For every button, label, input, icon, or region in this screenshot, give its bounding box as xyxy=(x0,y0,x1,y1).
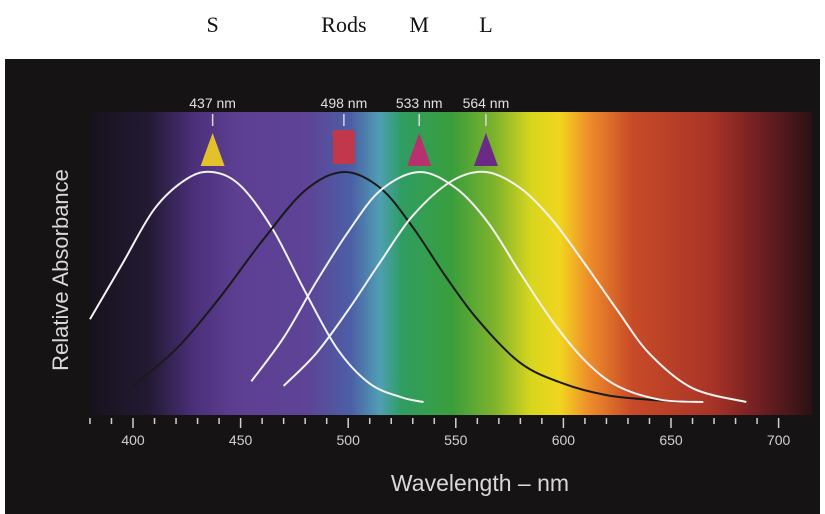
cone-label-s: S xyxy=(206,12,219,37)
peak-marker-437 xyxy=(200,133,225,166)
cone-label-m: M xyxy=(409,12,429,37)
x-tick-label: 400 xyxy=(121,432,145,448)
y-axis-label: Relative Absorbance xyxy=(48,169,73,371)
absorbance-curve-498 xyxy=(132,170,693,403)
x-axis-label: Wavelength – nm xyxy=(391,470,569,496)
cone-label-l: L xyxy=(479,12,493,37)
cone-label-rods: Rods xyxy=(321,12,367,37)
x-tick-label: 700 xyxy=(767,432,791,448)
peak-label-533: 533 nm xyxy=(396,95,443,111)
peak-label-564: 564 nm xyxy=(463,95,510,111)
absorbance-curve-437 xyxy=(89,170,424,403)
x-tick-label: 650 xyxy=(659,432,683,448)
x-tick-label: 600 xyxy=(552,432,576,448)
peak-marker-564 xyxy=(473,133,498,166)
x-axis: 400 450 500 550 600 650 700 xyxy=(89,418,791,448)
absorbance-curve-533 xyxy=(250,170,704,403)
peak-marker-533 xyxy=(407,133,432,166)
x-tick-label: 500 xyxy=(337,432,361,448)
x-tick-label: 550 xyxy=(444,432,468,448)
peak-marker-498 xyxy=(332,130,355,164)
peak-label-498: 498 nm xyxy=(321,95,368,111)
absorbance-curve-564 xyxy=(282,170,747,403)
peak-label-437: 437 nm xyxy=(189,95,236,111)
x-tick-label: 450 xyxy=(229,432,253,448)
series-layer: 437 nm 498 nm 533 nm 564 nm xyxy=(89,95,747,403)
spectrum-band xyxy=(92,112,812,415)
